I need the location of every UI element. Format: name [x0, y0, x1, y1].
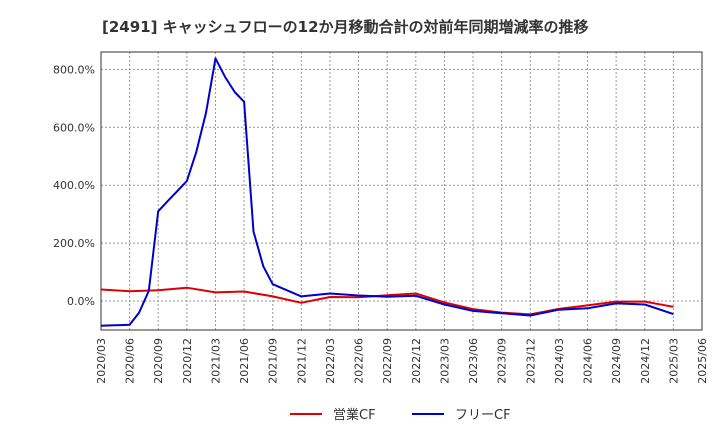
- free-cf-line: [100, 57, 674, 327]
- x-tick-label: 2024/09: [610, 338, 623, 384]
- y-tick-label: 600.0%: [53, 121, 95, 134]
- x-tick-label: 2020/06: [124, 338, 137, 384]
- axes: 2020/03 2020/06 2020/09 2020/12 2021/03 2021/…: [53, 63, 709, 383]
- chart-title: [2491] キャッシュフローの12か月移動合計の対前年同期増減率の推移: [102, 18, 589, 36]
- x-tick-label: 2021/03: [209, 338, 222, 384]
- legend: 営業CF フリーCF: [290, 407, 511, 423]
- series-lines: [100, 57, 674, 327]
- x-tick-label: 2023/12: [524, 338, 537, 384]
- x-tick-label: 2021/09: [267, 338, 280, 384]
- x-tick-label: 2023/06: [467, 338, 480, 384]
- legend-label-free-cf: フリーCF: [455, 408, 511, 423]
- y-tick-label: 0.0%: [67, 295, 95, 308]
- operating-cf-line: [100, 286, 674, 316]
- x-tick-label: 2020/09: [152, 338, 165, 384]
- x-tick-label: 2020/12: [181, 338, 194, 384]
- x-tick-label: 2025/03: [667, 338, 680, 384]
- x-tick-label: 2024/03: [553, 338, 566, 384]
- x-tick-label: 2021/06: [238, 338, 251, 384]
- plot-area: [100, 51, 703, 331]
- x-tick-label: 2023/09: [496, 338, 509, 384]
- x-tick-label: 2020/03: [95, 338, 108, 384]
- x-tick-label: 2022/09: [381, 338, 394, 384]
- x-tick-label: 2024/12: [639, 338, 652, 384]
- x-tick-label: 2022/03: [324, 338, 337, 384]
- y-tick-label: 200.0%: [53, 237, 95, 250]
- y-tick-label: 400.0%: [53, 179, 95, 192]
- x-tick-label: 2022/06: [353, 338, 366, 384]
- x-tick-label: 2024/06: [582, 338, 595, 384]
- x-tick-label: 2023/03: [438, 338, 451, 384]
- grid: [101, 52, 702, 330]
- y-tick-label: 800.0%: [53, 63, 95, 76]
- x-tick-label: 2021/12: [295, 338, 308, 384]
- x-tick-label: 2025/06: [696, 338, 709, 384]
- legend-label-operating-cf: 営業CF: [333, 407, 376, 423]
- x-tick-label: 2022/12: [410, 338, 423, 384]
